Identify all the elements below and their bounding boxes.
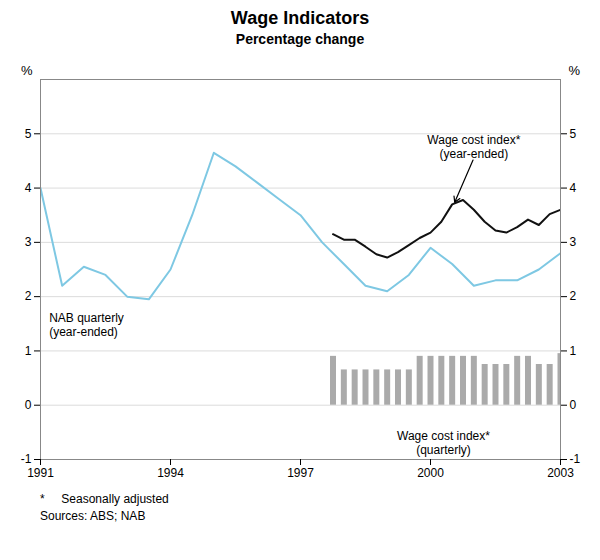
- svg-text:2003: 2003: [547, 466, 574, 480]
- html-text:Wage Indicators: Wage Indicators: [230, 8, 370, 28]
- svg-text:Wage cost index*(quarterly): Wage cost index*(quarterly): [397, 429, 490, 457]
- svg-text:4: 4: [570, 181, 577, 195]
- svg-text:Wage cost index*(year-ended): Wage cost index*(year-ended): [427, 133, 520, 161]
- svg-text:%: %: [569, 63, 581, 78]
- svg-text:2: 2: [570, 289, 577, 303]
- svg-text:1991: 1991: [27, 466, 54, 480]
- html-text:Percentage change: Percentage change: [235, 31, 365, 47]
- svg-text:0: 0: [25, 398, 32, 412]
- svg-text:NAB quarterly(year-ended): NAB quarterly(year-ended): [49, 311, 124, 339]
- svg-text:0: 0: [570, 398, 577, 412]
- html-text:* Seasonally adjusted Sources:: * Seasonally adjusted Sources: ABS; NAB: [40, 492, 169, 523]
- svg-text:3: 3: [570, 235, 577, 249]
- svg-text:-1: -1: [570, 452, 581, 466]
- svg-text:3: 3: [25, 235, 32, 249]
- svg-text:2000: 2000: [417, 466, 444, 480]
- svg-text:-1: -1: [21, 452, 32, 466]
- svg-text:1994: 1994: [157, 466, 184, 480]
- svg-text:5: 5: [25, 127, 32, 141]
- svg-text:%: %: [21, 63, 33, 78]
- svg-text:2: 2: [25, 289, 32, 303]
- svg-text:4: 4: [25, 181, 32, 195]
- svg-text:5: 5: [570, 127, 577, 141]
- svg-text:1997: 1997: [287, 466, 314, 480]
- svg-text:1: 1: [25, 344, 32, 358]
- svg-text:1: 1: [570, 344, 577, 358]
